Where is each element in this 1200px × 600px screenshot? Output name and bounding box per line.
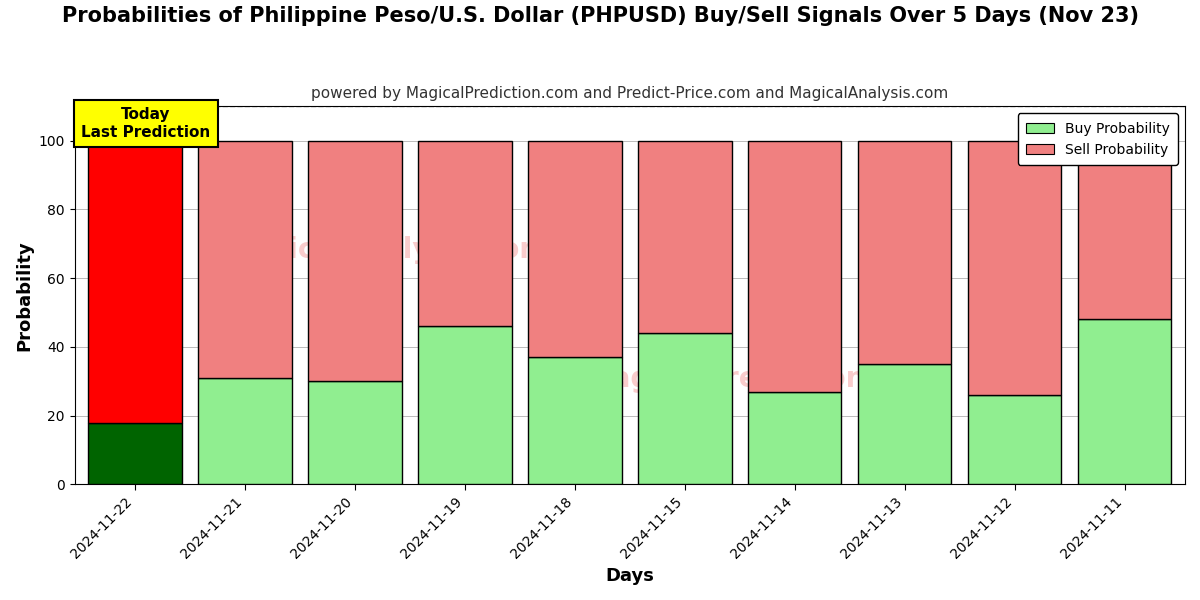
Bar: [858, 141, 952, 364]
Bar: [419, 141, 511, 326]
Text: Probabilities of Philippine Peso/U.S. Dollar (PHPUSD) Buy/Sell Signals Over 5 Da: Probabilities of Philippine Peso/U.S. Do…: [61, 6, 1139, 26]
Bar: [308, 381, 402, 484]
Text: MagicalAnalysis.com: MagicalAnalysis.com: [222, 236, 548, 264]
Bar: [1078, 141, 1171, 319]
Bar: [638, 333, 732, 484]
Title: powered by MagicalPrediction.com and Predict-Price.com and MagicalAnalysis.com: powered by MagicalPrediction.com and Pre…: [311, 86, 948, 101]
Bar: [89, 141, 182, 422]
Bar: [89, 422, 182, 484]
Text: MagicalPrediction.com: MagicalPrediction.com: [584, 365, 941, 392]
Bar: [419, 326, 511, 484]
Bar: [748, 141, 841, 392]
Bar: [198, 141, 292, 378]
Text: Today
Last Prediction: Today Last Prediction: [82, 107, 211, 140]
Bar: [638, 141, 732, 333]
X-axis label: Days: Days: [605, 567, 654, 585]
Y-axis label: Probability: Probability: [16, 240, 34, 351]
Bar: [198, 378, 292, 484]
Bar: [968, 141, 1061, 395]
Legend: Buy Probability, Sell Probability: Buy Probability, Sell Probability: [1018, 113, 1178, 165]
Bar: [528, 357, 622, 484]
Bar: [1078, 319, 1171, 484]
Bar: [748, 392, 841, 484]
Bar: [308, 141, 402, 381]
Bar: [528, 141, 622, 357]
Bar: [968, 395, 1061, 484]
Bar: [858, 364, 952, 484]
